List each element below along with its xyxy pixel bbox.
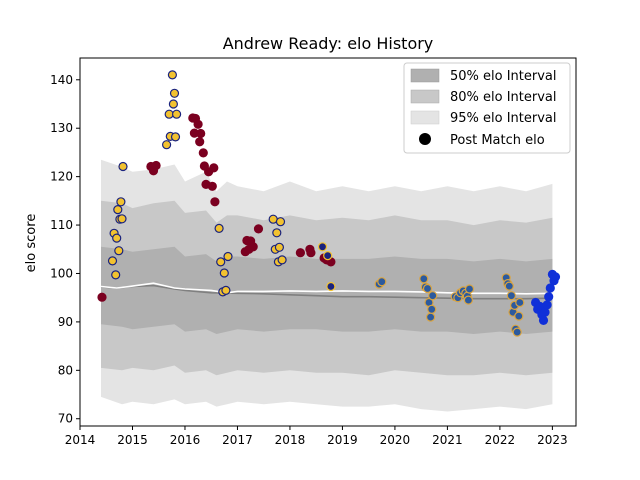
elo-point xyxy=(198,148,208,158)
legend-label-points: Post Match elo xyxy=(450,133,545,148)
elo-point xyxy=(317,242,328,252)
elo-point xyxy=(169,88,180,98)
elo-point xyxy=(172,109,182,119)
plot-area-frame xyxy=(79,57,577,427)
elo-point xyxy=(326,281,336,292)
elo-point xyxy=(428,291,438,301)
elo-point xyxy=(422,283,433,294)
x-tick-label: 2018 xyxy=(275,433,306,447)
x-tick-label: 2022 xyxy=(485,433,516,447)
post-match-points xyxy=(97,70,561,337)
elo-point xyxy=(377,277,387,287)
legend-swatch-80 xyxy=(410,89,440,104)
elo-point xyxy=(223,251,233,262)
x-tick-label: 2016 xyxy=(170,433,201,447)
elo-point xyxy=(248,242,258,252)
legend-marker-points xyxy=(419,133,431,145)
elo-point xyxy=(107,256,118,266)
x-axis-ticks: 2014 2015 2016 2017 2018 2019 2020 2021 2022 2023 xyxy=(65,426,568,447)
elo-point xyxy=(512,327,522,337)
y-tick-label: 80 xyxy=(58,363,73,377)
elo-point xyxy=(210,197,220,207)
elo-point xyxy=(195,137,205,147)
elo-point xyxy=(221,285,231,295)
elo-point xyxy=(426,312,436,322)
elo-point xyxy=(323,251,333,261)
x-tick-label: 2020 xyxy=(380,433,411,447)
elo-point xyxy=(209,163,219,173)
elo-point xyxy=(164,109,174,119)
elo-point xyxy=(545,283,555,293)
elo-point xyxy=(463,295,473,305)
x-tick-label: 2021 xyxy=(432,433,463,447)
y-tick-label: 130 xyxy=(50,121,73,135)
elo-point xyxy=(113,205,123,215)
elo-point xyxy=(114,246,124,256)
x-tick-label: 2017 xyxy=(222,433,253,447)
y-tick-label: 120 xyxy=(50,170,73,184)
y-tick-label: 90 xyxy=(58,315,73,329)
elo-point xyxy=(295,248,305,258)
elo-point xyxy=(116,197,126,207)
elo-point xyxy=(219,268,229,278)
x-tick-label: 2015 xyxy=(117,433,148,447)
elo-point xyxy=(274,242,284,252)
elo-point xyxy=(189,128,199,138)
y-tick-label: 110 xyxy=(50,218,73,232)
elo-point xyxy=(168,99,178,109)
elo-point xyxy=(544,292,554,302)
elo-point xyxy=(118,161,128,172)
legend-label-95: 95% elo Interval xyxy=(450,111,557,126)
y-tick-label: 140 xyxy=(50,73,73,87)
legend: 50% elo Interval 80% elo Interval 95% el… xyxy=(403,62,571,154)
elo-point xyxy=(272,228,282,238)
elo-point xyxy=(515,297,525,308)
elo-point xyxy=(112,233,122,243)
elo-point xyxy=(275,217,286,227)
elo-point xyxy=(117,214,127,224)
elo-point xyxy=(464,284,475,294)
y-axis-ticks: 70 80 90 100 110 120 130 140 xyxy=(50,73,80,426)
legend-swatch-50 xyxy=(410,68,440,83)
elo-point xyxy=(216,257,226,267)
elo-point xyxy=(306,248,316,258)
elo-point xyxy=(550,272,561,282)
legend-label-50: 50% elo Interval xyxy=(450,69,557,84)
elo-point xyxy=(207,181,217,191)
legend-label-80: 80% elo Interval xyxy=(450,90,557,105)
chart-title: Andrew Ready: elo History xyxy=(223,34,434,53)
elo-point xyxy=(151,160,161,171)
elo-point xyxy=(111,270,121,280)
elo-point xyxy=(277,255,287,265)
y-axis-label: elo score xyxy=(24,214,39,273)
x-tick-label: 2014 xyxy=(65,433,96,447)
elo-point xyxy=(504,281,514,291)
x-tick-label: 2023 xyxy=(537,433,568,447)
elo-point xyxy=(514,311,524,321)
elo-point xyxy=(97,292,107,302)
x-tick-label: 2019 xyxy=(327,433,358,447)
y-tick-label: 70 xyxy=(58,412,73,426)
elo-point xyxy=(427,304,437,314)
elo-point xyxy=(170,132,181,142)
legend-frame xyxy=(403,62,571,154)
y-tick-label: 100 xyxy=(50,266,73,280)
elo-point xyxy=(162,140,172,150)
elo-point xyxy=(419,274,429,284)
elo-point xyxy=(506,291,516,301)
elo-point xyxy=(253,224,264,234)
elo-point xyxy=(193,119,203,129)
legend-swatch-95 xyxy=(410,110,440,125)
elo-point xyxy=(214,223,224,233)
elo-point xyxy=(538,315,549,325)
elo-point xyxy=(542,300,552,310)
elo-point xyxy=(167,70,177,80)
